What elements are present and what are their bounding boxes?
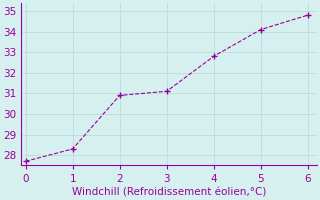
X-axis label: Windchill (Refroidissement éolien,°C): Windchill (Refroidissement éolien,°C) (72, 187, 266, 197)
